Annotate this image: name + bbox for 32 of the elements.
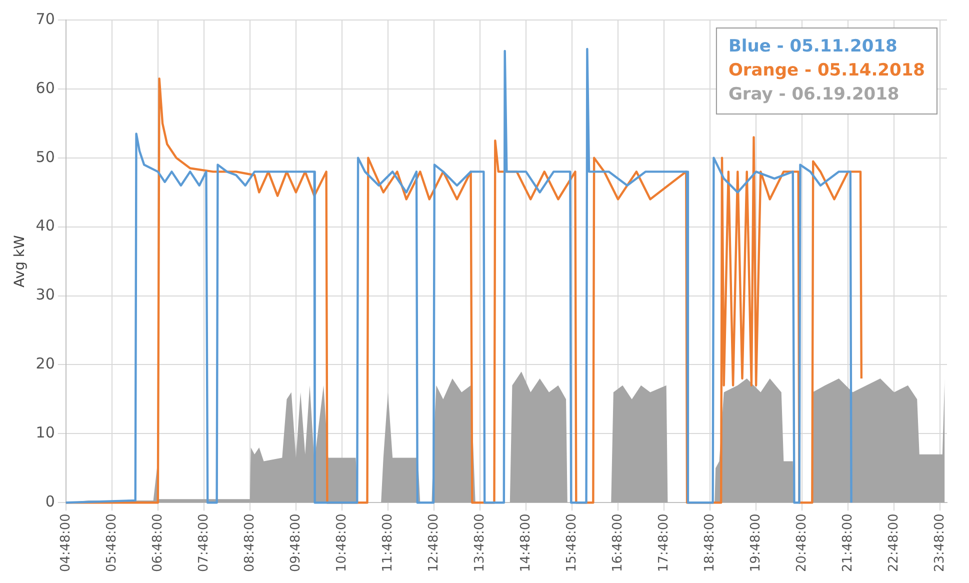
x-tick-label: 20:48:00: [794, 514, 810, 572]
x-tick-label: 05:48:00: [104, 514, 120, 572]
x-tick-label: 07:48:00: [196, 514, 212, 572]
x-tick-label: 04:48:00: [58, 514, 74, 572]
x-tick-label: 10:48:00: [334, 514, 350, 572]
x-tick-label: 19:48:00: [748, 514, 764, 572]
y-tick-label: 50: [36, 148, 55, 166]
x-tick-label: 12:48:00: [426, 514, 442, 572]
x-tick-label: 14:48:00: [518, 514, 534, 572]
y-tick-label: 40: [36, 216, 55, 235]
y-axis-title: Avg kW: [12, 234, 28, 288]
y-tick-label: 70: [36, 10, 55, 28]
text: Orange - 05.14.2018: [728, 60, 925, 80]
x-tick-label: 18:48:00: [702, 514, 718, 572]
x-tick-label: 15:48:00: [564, 514, 580, 572]
text: Blue - 05.11.2018: [728, 36, 898, 56]
x-tick-label: 09:48:00: [288, 514, 304, 572]
y-tick-label: 20: [36, 354, 55, 373]
text: Gray - 06.19.2018: [728, 84, 900, 104]
x-tick-label: 08:48:00: [242, 514, 258, 572]
x-tick-label: 16:48:00: [610, 514, 626, 572]
y-tick-label: 0: [45, 492, 55, 511]
x-tick-label: 17:48:00: [656, 514, 672, 572]
x-tick-label: 22:48:00: [886, 514, 902, 572]
y-tick-label: 10: [36, 424, 55, 442]
y-tick-label: 60: [36, 78, 55, 97]
x-tick-label: 23:48:00: [932, 514, 948, 572]
x-tick-label: 21:48:00: [840, 514, 856, 572]
x-tick-label: 11:48:00: [380, 514, 396, 572]
x-tick-label: 06:48:00: [150, 514, 166, 572]
y-tick-label: 30: [36, 286, 55, 304]
x-tick-label: 13:48:00: [472, 514, 488, 572]
